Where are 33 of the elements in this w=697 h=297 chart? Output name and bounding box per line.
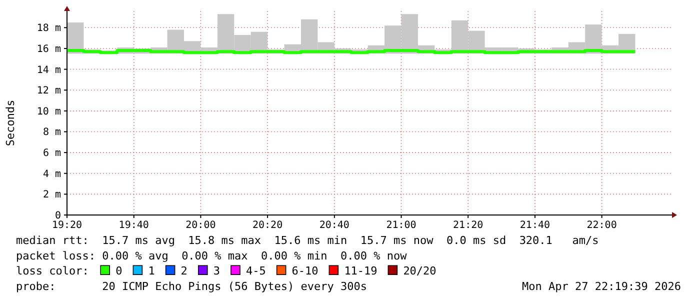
y-tick-label: 10 m: [36, 106, 61, 118]
x-tick-label: 19:40: [118, 220, 149, 231]
legend-label: 4-5: [246, 264, 266, 278]
x-tick-label: 21:20: [453, 220, 484, 231]
y-tick-label: 6 m: [42, 148, 61, 160]
y-tick-label: 8 m: [42, 127, 61, 138]
y-tick-label: 0: [54, 210, 61, 222]
y-axis-title: Seconds: [4, 100, 17, 146]
y-tick-label: 16 m: [36, 44, 61, 55]
y-tick-label: 4 m: [42, 168, 61, 180]
x-tick-label: 21:40: [520, 220, 550, 231]
legend-label: 2: [180, 264, 188, 278]
legend-label: 1: [148, 264, 155, 278]
x-tick-label: 20:00: [186, 220, 216, 231]
legend-label: 0: [116, 264, 122, 278]
legend-label: 11-19: [344, 264, 378, 278]
legend-title: loss color:: [16, 264, 89, 278]
y-tick-label: 18 m: [36, 23, 61, 34]
y-tick-label: 12 m: [36, 86, 61, 97]
x-tick-label: 21:00: [386, 220, 416, 231]
x-tick-label: 20:40: [319, 220, 350, 231]
legend-label: 20/20: [403, 264, 436, 278]
text: median rtt: 15.7 ms avg 15.8 ms max 15.6 ms min 15.7 ms now 0.0 ms sd 320.1 am/s: [16, 234, 599, 247]
x-tick-label: 20:20: [252, 220, 283, 231]
legend-label: 3: [213, 264, 220, 278]
legend-label: 6-10: [292, 264, 318, 278]
y-tick-label: 14 m: [36, 64, 61, 76]
text: probe: 20 ICMP Echo Pings (56 Bytes) every 300s: [16, 280, 367, 293]
x-tick-label: 19:20: [52, 220, 82, 231]
text: packet loss: 0.00 % avg 0.00 % max 0.00 % min 0.00 % now: [16, 249, 408, 262]
text: Mon Apr 27 22:19:39 2026: [522, 280, 681, 293]
x-tick-label: 22:00: [586, 220, 617, 231]
y-tick-label: 2 m: [42, 190, 61, 201]
